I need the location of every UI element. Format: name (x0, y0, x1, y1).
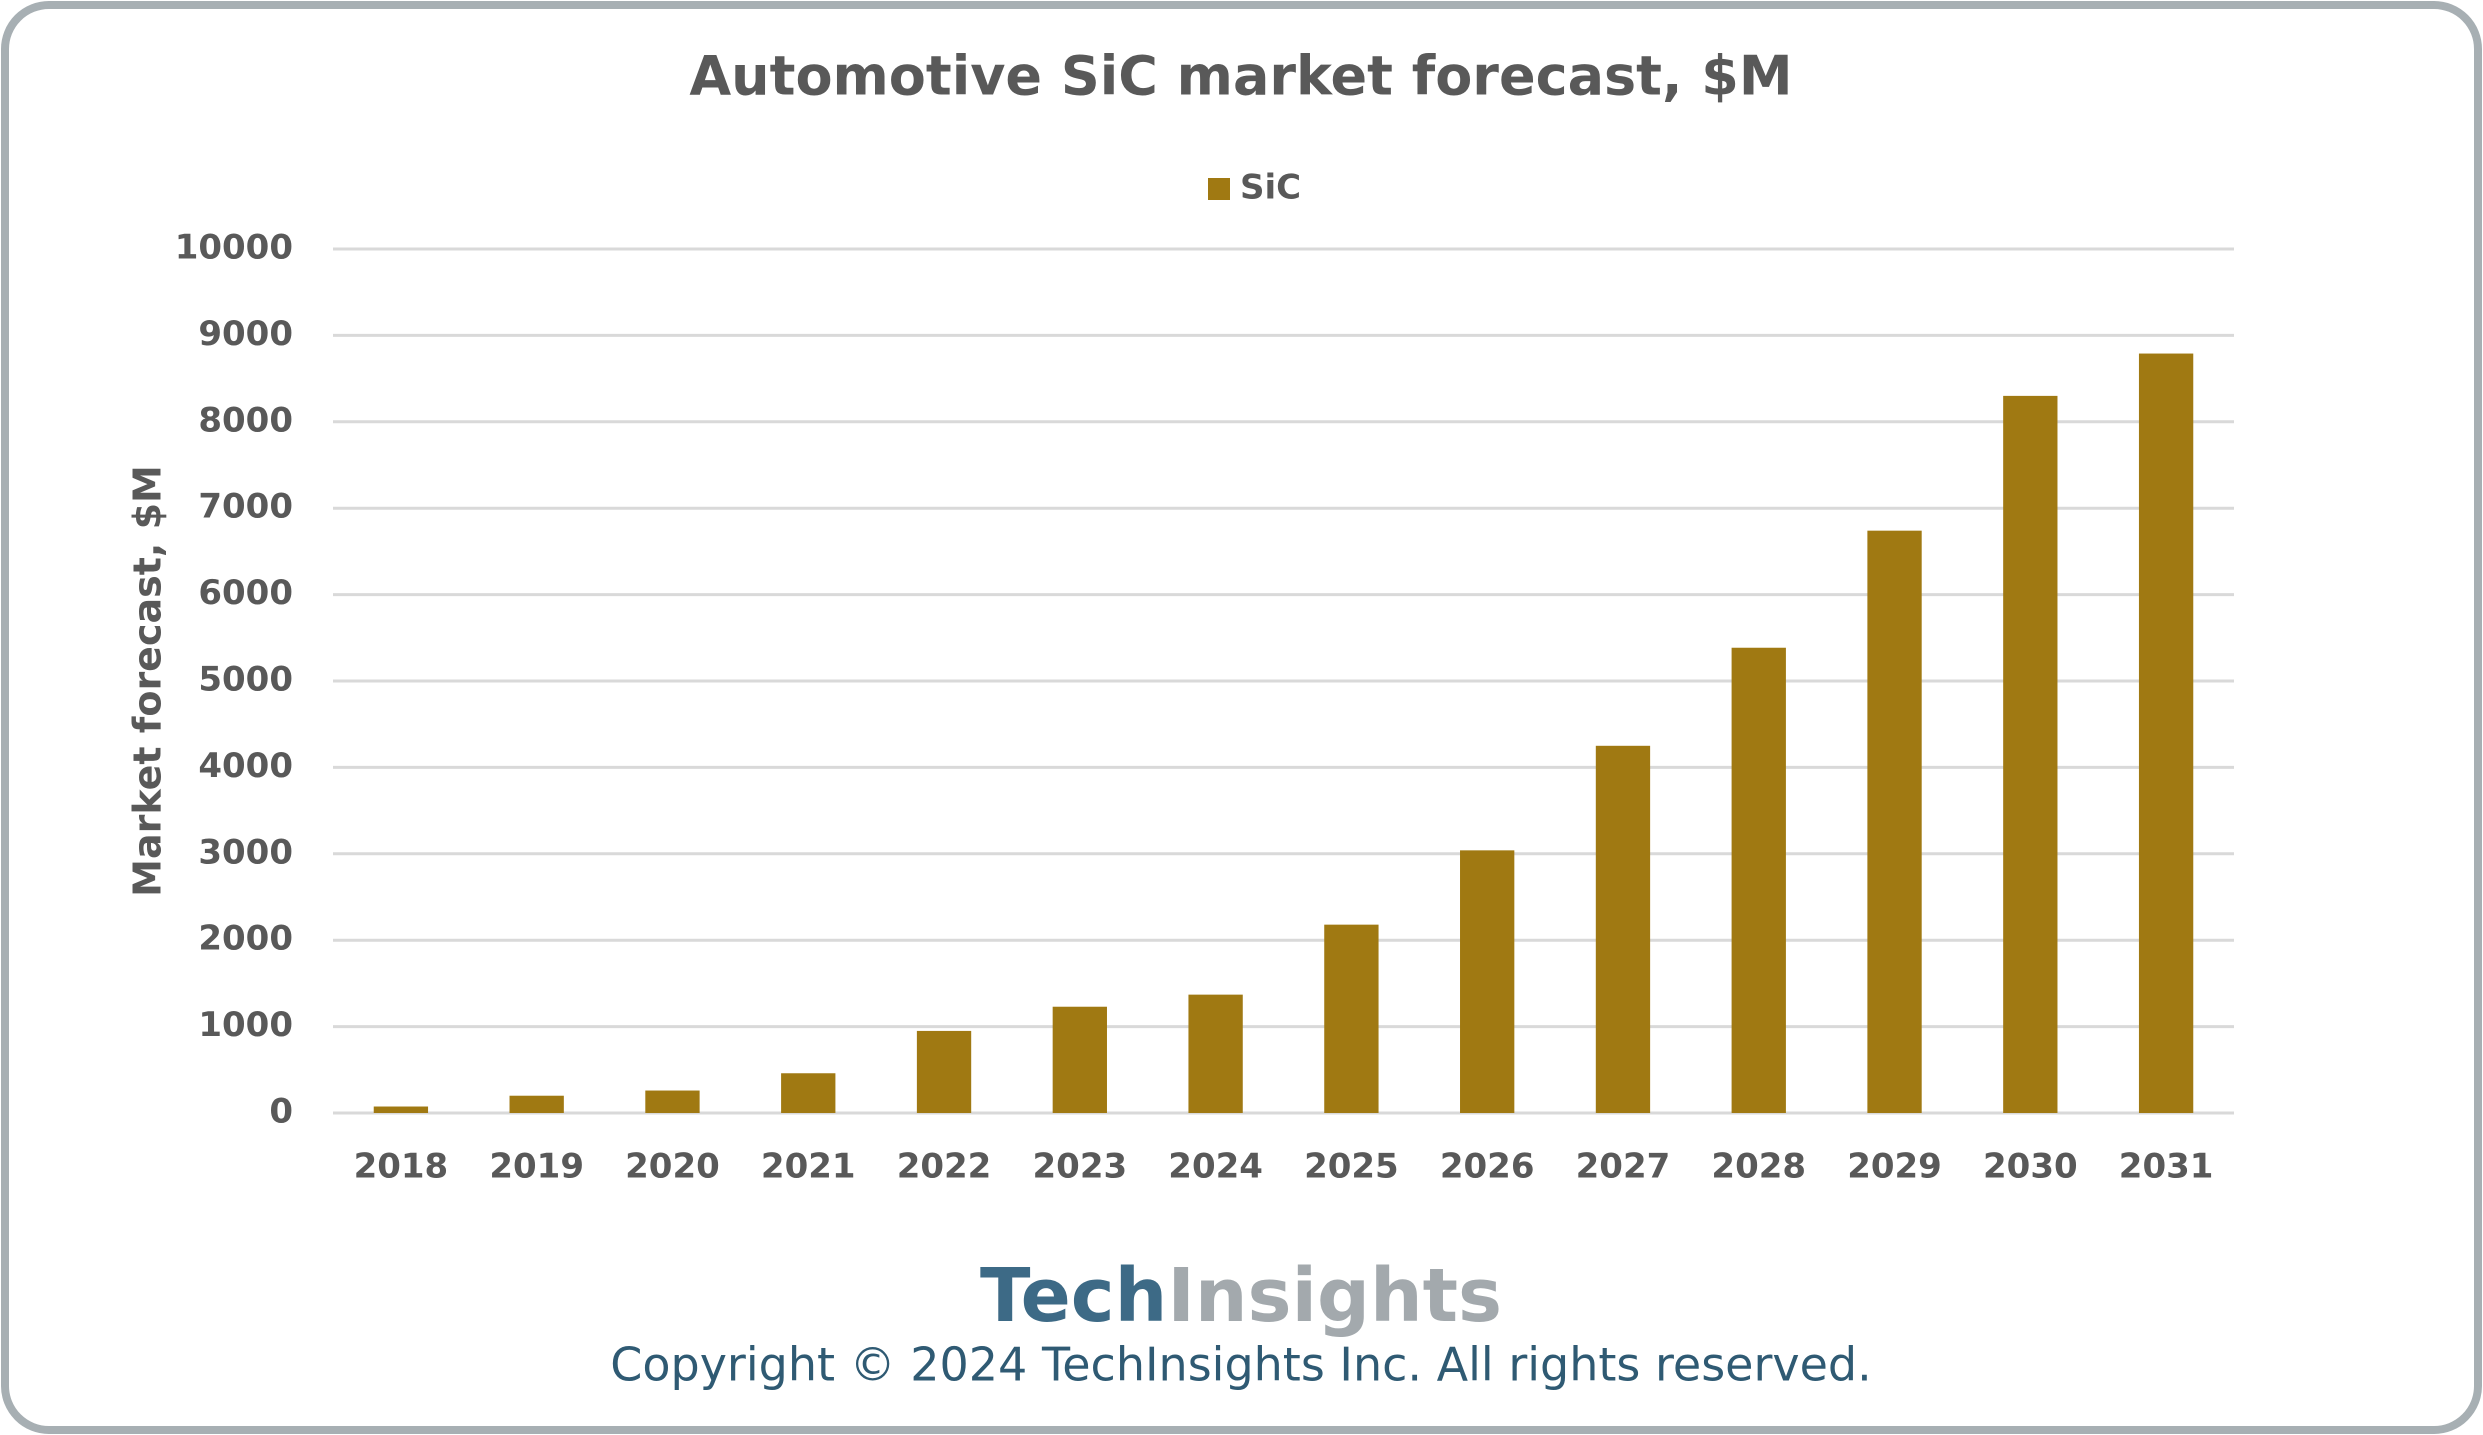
y-axis-label: Market forecast, $M (126, 465, 170, 897)
x-tick-label: 2025 (1304, 1147, 1399, 1187)
legend-swatch (1208, 178, 1230, 200)
y-tick-label: 4000 (198, 746, 293, 786)
logo: TechInsights (980, 1253, 1502, 1339)
bar (1188, 994, 1243, 1113)
bar (1595, 745, 1651, 1113)
x-tick-label: 2026 (1440, 1147, 1535, 1187)
y-tick-label: 10000 (175, 228, 293, 268)
y-tick-label: 2000 (198, 919, 293, 959)
copyright: Copyright © 2024 TechInsights Inc. All r… (610, 1338, 1871, 1392)
x-tick-label: 2023 (1033, 1147, 1128, 1187)
x-tick-label: 2018 (354, 1147, 449, 1187)
x-tick-label: 2024 (1168, 1147, 1263, 1187)
x-tick-label: 2028 (1711, 1147, 1806, 1187)
chart-title: Automotive SiC market forecast, $M (689, 45, 1792, 108)
x-tick-label: 2021 (761, 1147, 856, 1187)
y-tick-label: 8000 (198, 400, 293, 440)
bar (509, 1095, 564, 1113)
bar (2003, 395, 2058, 1113)
logo-part: Tech (980, 1253, 1167, 1339)
bar (1052, 1006, 1107, 1113)
y-tick-label: 5000 (198, 660, 293, 700)
x-tick-label: 2029 (1847, 1147, 1942, 1187)
y-tick-label: 1000 (198, 1005, 293, 1045)
bar (373, 1106, 429, 1113)
bar (1324, 924, 1379, 1113)
bar (781, 1073, 836, 1113)
x-tick-label: 2031 (2119, 1147, 2214, 1187)
x-tick-label: 2020 (625, 1147, 720, 1187)
x-tick-label: 2022 (897, 1147, 992, 1187)
bar (916, 1030, 972, 1113)
y-tick-label: 3000 (198, 832, 293, 872)
legend-label: SiC (1240, 168, 1301, 208)
y-tick-label: 0 (269, 1092, 293, 1132)
bar (2138, 353, 2194, 1113)
bar (645, 1090, 700, 1113)
bar (1460, 850, 1515, 1113)
y-tick-label: 7000 (198, 487, 293, 527)
x-tick-label: 2030 (1983, 1147, 2078, 1187)
x-tick-label: 2019 (489, 1147, 584, 1187)
y-tick-label: 9000 (198, 314, 293, 354)
x-tick-label: 2027 (1576, 1147, 1671, 1187)
logo-part: Insights (1167, 1253, 1502, 1339)
y-tick-label: 6000 (198, 573, 293, 613)
bar (1731, 647, 1786, 1113)
bar (1867, 530, 1922, 1113)
